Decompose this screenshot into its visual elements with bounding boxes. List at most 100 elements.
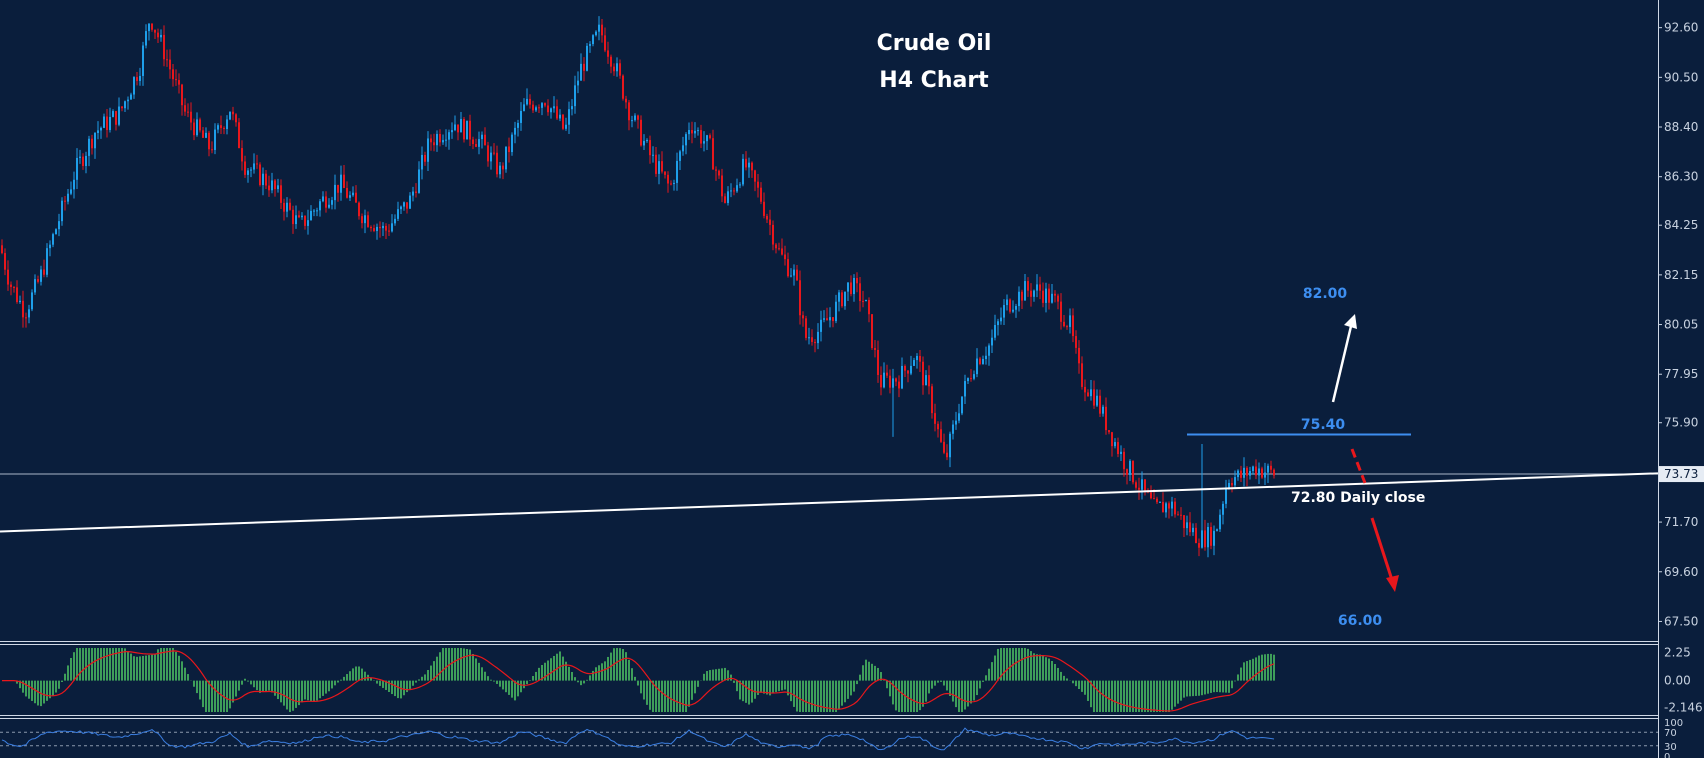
candle-body: [607, 50, 609, 57]
candle-body: [1204, 530, 1206, 548]
candle: [445, 129, 447, 147]
candle-body: [1213, 530, 1215, 546]
candle: [1219, 509, 1221, 533]
candle-body: [436, 133, 438, 146]
candle: [139, 67, 141, 86]
candle: [727, 186, 729, 206]
candle-body: [109, 116, 111, 131]
candle: [736, 178, 738, 193]
candle-body: [688, 130, 690, 135]
candle-body: [1036, 284, 1038, 291]
candle-body: [757, 181, 759, 188]
candle: [1159, 501, 1161, 503]
candle-body: [418, 169, 420, 193]
candle: [211, 141, 213, 154]
candle-body: [397, 209, 399, 219]
candle: [1063, 315, 1065, 328]
pane-separators: [0, 0, 1659, 758]
candle-body: [1051, 293, 1053, 303]
current-price-tag: 73.73: [1659, 466, 1704, 483]
candle: [25, 312, 27, 328]
candle-body: [244, 161, 246, 175]
chart-subtitle: H4 Chart: [879, 68, 989, 93]
candle: [1150, 485, 1152, 500]
candle-body: [697, 130, 699, 132]
candle: [871, 314, 873, 350]
candle: [1069, 308, 1071, 334]
candle-body: [406, 202, 408, 209]
candle: [1225, 479, 1227, 509]
candle-body: [1207, 526, 1209, 548]
candle: [565, 117, 567, 131]
candle: [142, 41, 144, 86]
candle-body: [28, 309, 30, 318]
candle-body: [838, 292, 840, 302]
candle: [1126, 468, 1128, 485]
candle: [589, 41, 591, 53]
candle-body: [1144, 479, 1146, 491]
candle: [823, 310, 825, 323]
candle: [763, 192, 765, 219]
candle: [157, 28, 159, 44]
candle: [892, 368, 894, 437]
candle: [1033, 289, 1035, 302]
candle-body: [973, 374, 975, 379]
candle: [103, 113, 105, 129]
candle-body: [529, 98, 531, 105]
candle-body: [367, 215, 369, 227]
candle: [847, 282, 849, 302]
candle: [394, 214, 396, 226]
rsi-levels: [0, 731, 1658, 747]
candle-body: [523, 104, 525, 111]
candle: [364, 209, 366, 234]
candle: [1171, 496, 1173, 517]
candle: [1108, 430, 1110, 435]
candle-body: [1027, 281, 1029, 291]
candle-body: [997, 321, 999, 326]
candle: [697, 127, 699, 136]
candle-body: [214, 129, 216, 150]
candle: [379, 221, 381, 238]
candle: [985, 346, 987, 365]
candle: [463, 117, 465, 143]
candle: [163, 25, 165, 67]
candle: [22, 290, 24, 328]
candle-body: [589, 44, 591, 46]
candle-body: [1153, 498, 1155, 500]
candle-body: [1003, 305, 1005, 318]
candle: [232, 106, 234, 121]
candle: [1237, 469, 1239, 481]
candle: [694, 122, 696, 138]
candle: [466, 120, 468, 140]
candle: [1084, 379, 1086, 402]
candle-body: [943, 441, 945, 453]
candle-body: [1222, 503, 1224, 515]
candle: [508, 137, 510, 163]
price-tick-label: 75.90: [1664, 416, 1698, 430]
candle-body: [901, 365, 903, 389]
candle-body: [247, 170, 249, 175]
candle-body: [667, 174, 669, 184]
candle: [769, 209, 771, 236]
rsi-tick-label: 70: [1664, 728, 1677, 739]
candle-body: [271, 180, 273, 191]
candle-body: [856, 277, 858, 284]
candle-body: [64, 200, 66, 202]
candle: [1216, 528, 1218, 532]
candle: [346, 181, 348, 199]
candle: [781, 238, 783, 256]
candle: [913, 357, 915, 366]
candle: [1132, 460, 1134, 485]
candle: [838, 289, 840, 312]
candle: [79, 149, 81, 164]
candle-body: [559, 114, 561, 119]
candle-body: [427, 138, 429, 162]
candle-body: [910, 365, 912, 374]
candle-body: [1129, 460, 1131, 475]
candle-body: [283, 202, 285, 212]
candle: [1246, 466, 1248, 487]
macd-tick-label: -2.146: [1664, 701, 1703, 715]
candle-body: [145, 31, 147, 46]
candle-body: [715, 169, 717, 171]
